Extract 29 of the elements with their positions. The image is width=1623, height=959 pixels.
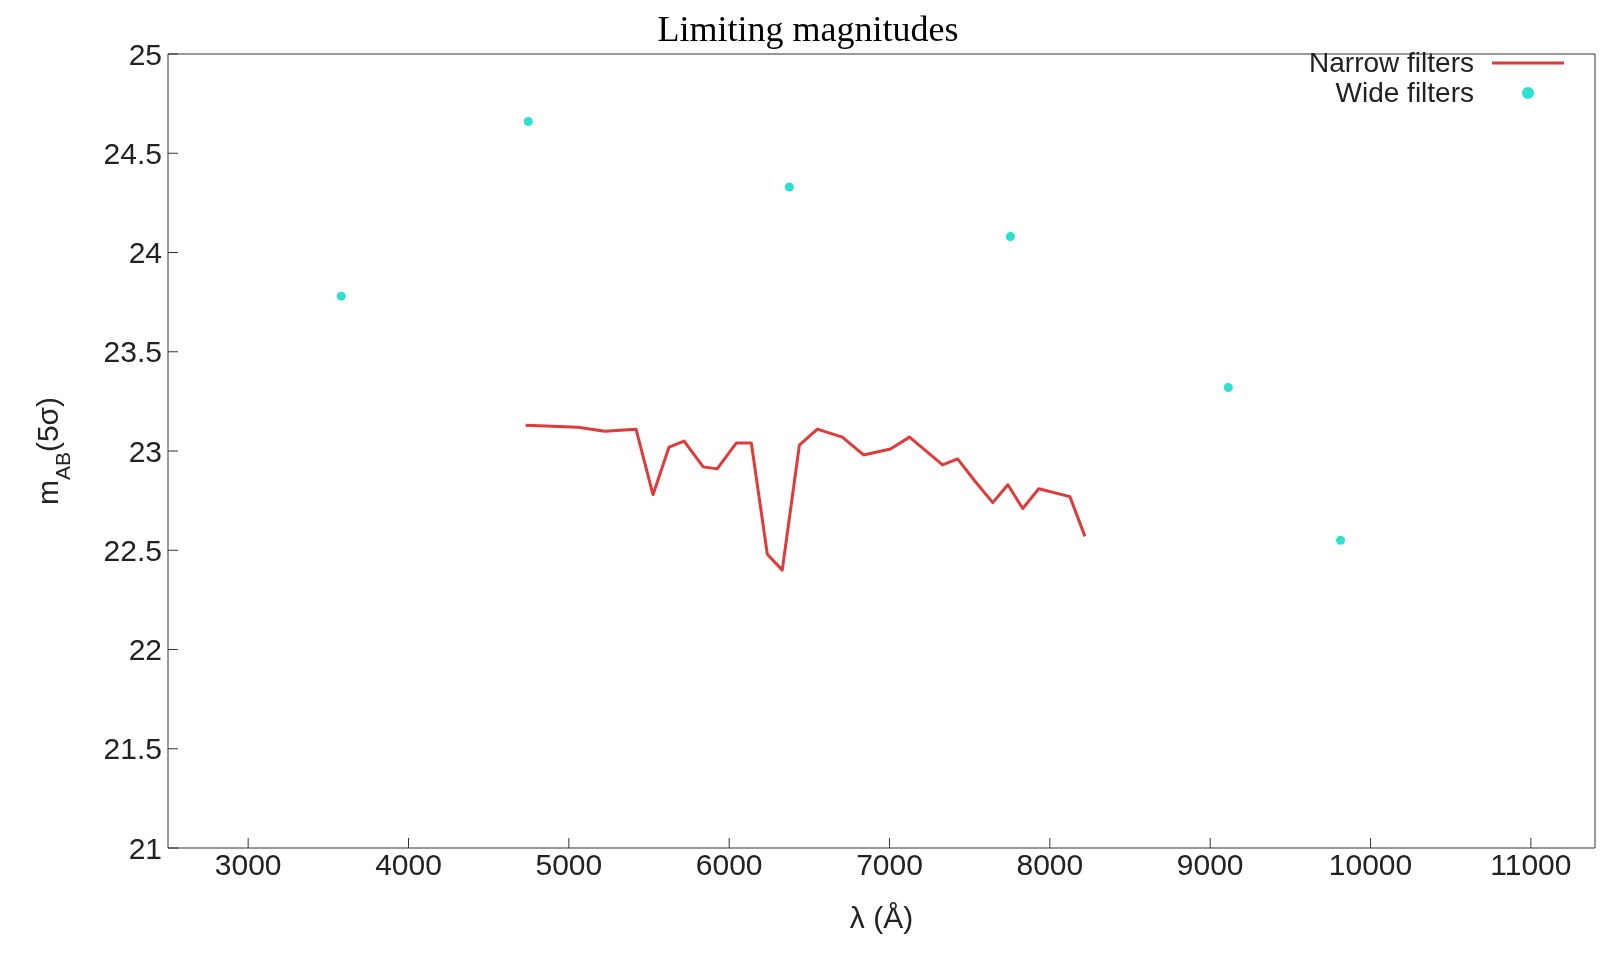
x-tick-label: 5000 (535, 848, 603, 882)
x-tick-label: 3000 (214, 848, 282, 882)
y-tick-label: 21.5 (103, 732, 162, 766)
chart-title: Limiting magnitudes (657, 9, 959, 49)
y-tick-label: 24 (128, 236, 162, 270)
x-tick-label: 8000 (1016, 848, 1084, 882)
x-axis-title: λ (Å) (849, 901, 914, 934)
point (523, 116, 533, 126)
x-tick-label: 10000 (1328, 848, 1413, 882)
x-tick-label: 7000 (856, 848, 923, 882)
y-tick-label: 25 (128, 37, 162, 71)
x-tick-label: 4000 (375, 848, 442, 882)
y-tick-label: 24.5 (103, 136, 162, 170)
y-tick-label: 23 (128, 434, 162, 468)
x-tick-label: 9000 (1176, 848, 1244, 882)
legend-label: Narrow filters (1309, 47, 1474, 78)
y-tick-label: 21 (128, 831, 162, 865)
point (1223, 382, 1233, 392)
point (1005, 232, 1015, 242)
legend-label: Wide filters (1335, 77, 1474, 108)
y-tick-label: 22 (128, 633, 162, 667)
y-tick-label: 23.5 (103, 335, 162, 369)
point (1336, 535, 1346, 545)
x-tick-label: 11000 (1490, 848, 1572, 882)
x-tick-label: 6000 (695, 848, 763, 882)
point (784, 182, 794, 192)
line-series (524, 423, 1087, 572)
point (336, 291, 346, 301)
y-tick-label: 22.5 (103, 533, 162, 567)
